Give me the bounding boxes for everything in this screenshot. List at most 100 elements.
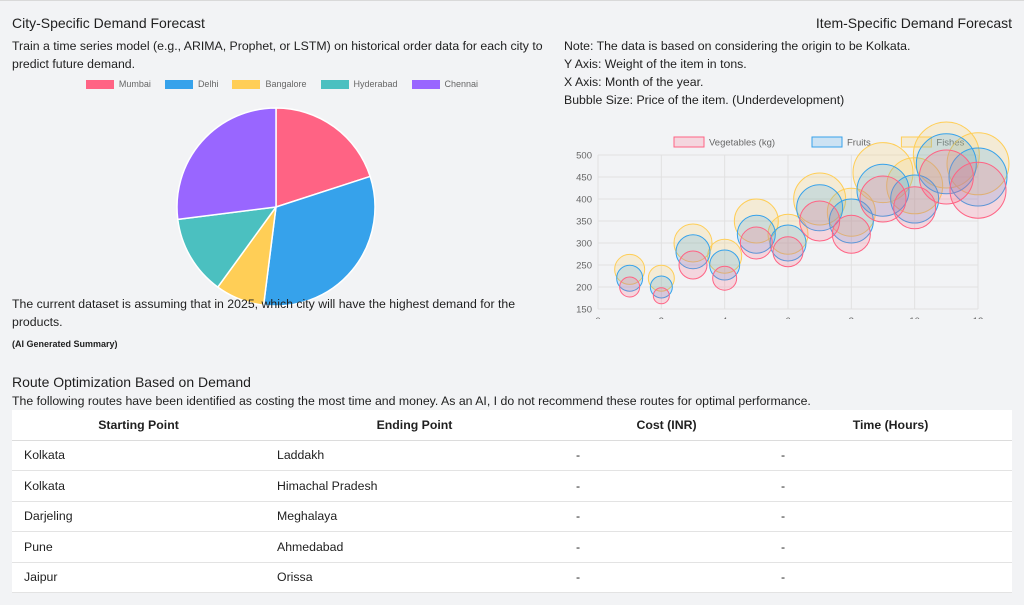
bubble-point[interactable] — [772, 236, 804, 268]
cell-time: - — [769, 470, 1012, 502]
bubble-point[interactable] — [918, 149, 974, 205]
bubble-point[interactable] — [856, 163, 910, 217]
legend-item-hyderabad[interactable]: Hyderabad — [320, 79, 398, 89]
y-tick-label: 300 — [576, 239, 592, 250]
legend-swatch — [164, 79, 193, 89]
cell-time: - — [769, 501, 1012, 532]
y-tick-label: 450 — [576, 173, 592, 184]
x-tick-label: 8 — [849, 316, 854, 319]
cell-cost: - — [564, 501, 769, 532]
summary-text: The current dataset is assuming that in … — [12, 297, 516, 329]
item-forecast-title: Item-Specific Demand Forecast — [815, 15, 1012, 31]
cell-ending-point: Orissa — [265, 562, 564, 593]
legend-swatch — [673, 136, 705, 148]
item-forecast-panel: Item-Specific Demand Forecast Note: The … — [564, 15, 1012, 327]
cell-time: - — [769, 531, 1012, 563]
cell-starting-point: Darjeling — [12, 501, 265, 532]
bubble-point[interactable] — [652, 287, 670, 305]
y-tick-label: 500 — [576, 151, 592, 162]
bubble-point[interactable] — [709, 249, 741, 281]
bubble-point[interactable] — [614, 253, 646, 285]
pie-slice-mumbai[interactable] — [275, 107, 372, 209]
pie-chart — [176, 107, 376, 307]
bubble-point[interactable] — [673, 223, 713, 263]
legend-item-fruits[interactable]: Fruits — [811, 136, 871, 149]
item-note-origin: Note: The data is based on considering t… — [564, 39, 911, 53]
cell-cost: - — [564, 470, 769, 502]
bubble-point[interactable] — [793, 172, 847, 226]
cell-starting-point: Pune — [12, 531, 265, 563]
y-tick-label: 250 — [576, 261, 592, 272]
column-header-cost: Cost (INR) — [564, 410, 769, 441]
bubble-point[interactable] — [859, 175, 907, 223]
legend-swatch — [411, 79, 440, 89]
pie-legend: Mumbai Delhi Bangalore Hyderabad Chennai — [12, 77, 552, 91]
legend-label: Hyderabad — [353, 79, 398, 89]
bubble-point[interactable] — [949, 161, 1007, 219]
bubble-point[interactable] — [769, 224, 807, 262]
bubble-point[interactable] — [852, 142, 914, 204]
legend-item-mumbai[interactable]: Mumbai — [85, 79, 151, 89]
table-row: Kolkata Laddakh - - — [12, 440, 1012, 471]
series-vegetables-kg — [619, 149, 1007, 305]
cell-time: - — [769, 440, 1012, 471]
bubble-chart-container: Vegetables (kg) Fruits Fishes 150 200 250 300 3… — [564, 119, 1012, 327]
bubble-point[interactable] — [647, 264, 675, 292]
y-tick-label: 400 — [576, 195, 592, 206]
legend-label: Chennai — [444, 79, 479, 89]
legend-swatch — [320, 79, 349, 89]
legend-label: Bangalore — [265, 79, 307, 89]
bubble-point[interactable] — [767, 213, 809, 255]
bubble-point[interactable] — [736, 214, 776, 254]
city-forecast-panel: City-Specific Demand Forecast Train a ti… — [12, 15, 552, 349]
x-tick-label: 10 — [909, 316, 920, 319]
pie-slice-hyderabad[interactable] — [176, 206, 278, 289]
y-tick-label: 150 — [576, 305, 592, 316]
legend-swatch — [811, 136, 843, 148]
route-section-description: The following routes have been identifie… — [12, 394, 811, 408]
routes-table: Starting Point Ending Point Cost (INR) T… — [12, 410, 1012, 593]
pie-chart-container — [12, 107, 552, 307]
bubble-point[interactable] — [707, 238, 743, 274]
legend-item-vegetables-kg[interactable]: Vegetables (kg) — [673, 136, 775, 149]
legend-item-bangalore[interactable]: Bangalore — [232, 79, 307, 89]
cell-starting-point: Jaipur — [12, 562, 265, 593]
bubble-point[interactable] — [799, 200, 841, 242]
legend-swatch — [232, 79, 261, 89]
cell-ending-point: Himachal Pradesh — [265, 470, 564, 502]
legend-label: Vegetables (kg) — [709, 138, 775, 149]
pie-slice-chennai[interactable] — [176, 107, 277, 221]
bubble-point[interactable] — [946, 132, 1010, 196]
legend-swatch — [85, 79, 114, 89]
cell-ending-point: Laddakh — [265, 440, 564, 471]
route-section-title: Route Optimization Based on Demand — [12, 374, 251, 390]
bubble-point[interactable] — [831, 214, 871, 254]
x-tick-label: 6 — [785, 316, 790, 319]
bubble-point[interactable] — [948, 147, 1008, 207]
bubble-point[interactable] — [739, 226, 773, 260]
bubble-point[interactable] — [712, 265, 738, 291]
item-note-x-axis: X Axis: Month of the year. — [564, 75, 704, 89]
ai-summary-tag: (AI Generated Summary) — [12, 339, 118, 349]
bubble-point[interactable] — [796, 184, 844, 232]
bubble-point[interactable] — [675, 234, 711, 270]
bubble-point[interactable] — [616, 264, 644, 292]
legend-label: Mumbai — [118, 79, 151, 89]
city-forecast-title: City-Specific Demand Forecast — [12, 15, 205, 31]
pie-slice-delhi[interactable] — [262, 175, 376, 307]
bubble-point[interactable] — [649, 275, 673, 299]
legend-item-chennai[interactable]: Chennai — [411, 79, 479, 89]
cell-time: - — [769, 562, 1012, 593]
bubble-point[interactable] — [893, 186, 937, 230]
table-row: Darjeling Meghalaya - - — [12, 501, 1012, 532]
y-tick-label: 200 — [576, 283, 592, 294]
cell-ending-point: Meghalaya — [265, 501, 564, 532]
bubble-point[interactable] — [619, 276, 641, 298]
legend-item-delhi[interactable]: Delhi — [164, 79, 218, 89]
bubble-point[interactable] — [915, 133, 977, 195]
item-note-bubble-size: Bubble Size: Price of the item. (Underde… — [564, 93, 845, 107]
table-row: Jaipur Orissa - - — [12, 562, 1012, 593]
bubble-point[interactable] — [678, 250, 708, 280]
table-row: Pune Ahmedabad - - — [12, 531, 1012, 563]
y-tick-label: 350 — [576, 217, 592, 228]
